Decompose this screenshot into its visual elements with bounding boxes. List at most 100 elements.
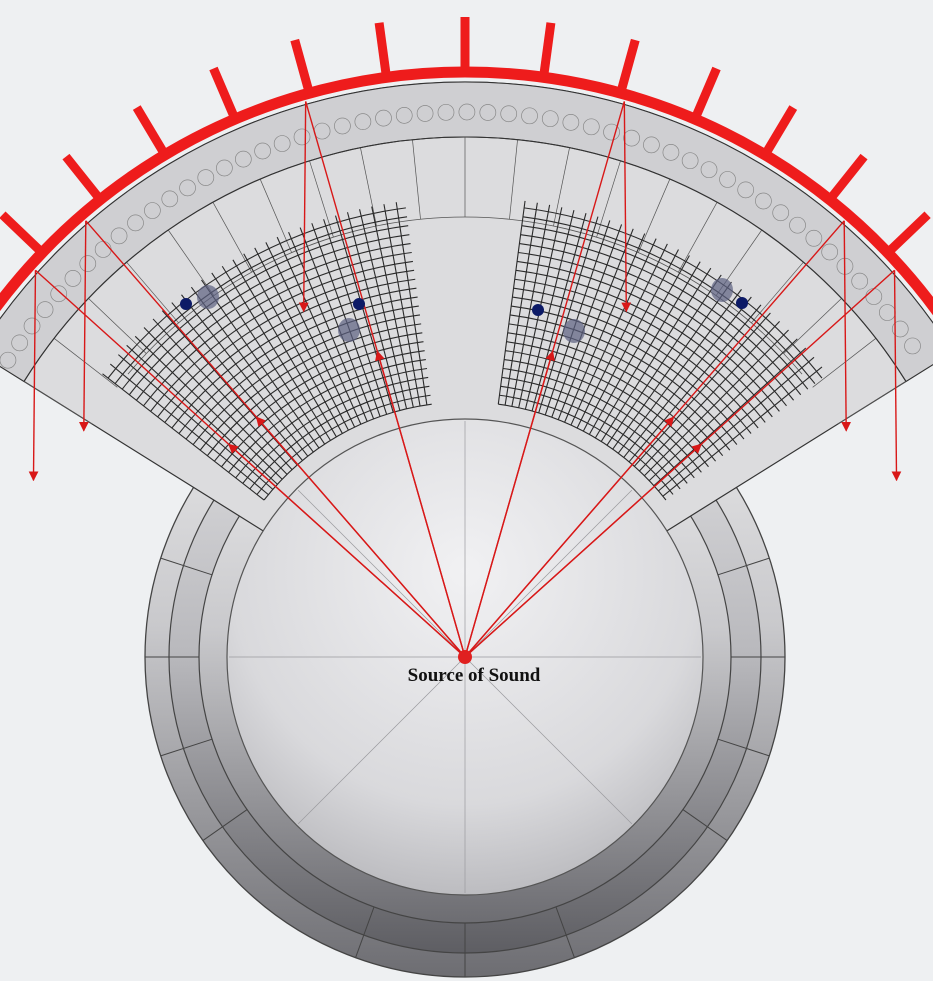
colonnade-ring bbox=[904, 337, 921, 355]
colonnade-ring bbox=[541, 110, 559, 128]
ray-reflected bbox=[891, 270, 902, 482]
gallery-line bbox=[837, 381, 907, 425]
seat-column bbox=[658, 356, 815, 492]
gallery-line bbox=[812, 338, 877, 388]
colonnade-ring bbox=[521, 107, 538, 125]
colonnade-ring bbox=[23, 317, 41, 335]
seat-column bbox=[395, 202, 428, 405]
seat-column bbox=[524, 209, 575, 410]
seat-column bbox=[254, 247, 349, 431]
colonnade-ring bbox=[375, 109, 392, 127]
listener-dot bbox=[736, 297, 748, 309]
seat-row bbox=[519, 243, 795, 401]
seat-column bbox=[265, 242, 356, 428]
seat-column bbox=[171, 302, 303, 461]
colonnade-ring bbox=[36, 301, 54, 318]
colonnade-ring bbox=[700, 161, 718, 179]
seat-column bbox=[594, 261, 701, 439]
reflector-fin bbox=[761, 105, 798, 158]
orchestra-spoke bbox=[297, 656, 466, 825]
seat-row bbox=[498, 403, 667, 501]
colonnade-ring bbox=[293, 128, 311, 146]
seat-row bbox=[520, 234, 802, 396]
seat-row bbox=[514, 278, 766, 423]
reflector bbox=[0, 17, 933, 316]
sound-source-dot bbox=[458, 650, 472, 664]
seat-row bbox=[256, 394, 431, 495]
seat-column bbox=[102, 373, 265, 501]
colonnade-ring bbox=[334, 117, 351, 135]
seat-row bbox=[121, 225, 409, 390]
seat-row bbox=[518, 251, 787, 407]
reflector-arc bbox=[0, 66, 933, 316]
ring-segment bbox=[160, 738, 213, 757]
seat-row bbox=[128, 234, 410, 396]
colonnade-ring bbox=[662, 144, 680, 161]
colonnade-ring bbox=[437, 103, 455, 121]
ray-arrow bbox=[375, 350, 466, 658]
head-silhouette-icon bbox=[338, 318, 360, 342]
seat-column bbox=[134, 335, 283, 480]
seat-column bbox=[551, 224, 623, 418]
seat-column bbox=[653, 347, 807, 487]
ray-arrow bbox=[255, 416, 466, 658]
seat-column bbox=[638, 321, 781, 472]
colonnade-ring bbox=[821, 243, 839, 261]
colonnade-ring bbox=[500, 105, 518, 123]
reflector-fin bbox=[0, 211, 46, 256]
ring-segment bbox=[717, 738, 770, 757]
ray-reflected bbox=[28, 270, 39, 482]
seat-column bbox=[181, 294, 309, 457]
colonnade-ring bbox=[772, 204, 790, 222]
seat-row bbox=[114, 216, 408, 384]
listener-dot bbox=[353, 298, 365, 310]
seat-column bbox=[662, 366, 823, 497]
ring-segment bbox=[717, 557, 770, 576]
seat-row bbox=[242, 376, 429, 484]
colonnade-ring bbox=[354, 113, 372, 131]
seat-row bbox=[143, 251, 412, 407]
colonnade-ring bbox=[681, 152, 699, 170]
colonnade-ring bbox=[416, 105, 434, 122]
seat-row bbox=[502, 367, 695, 479]
sound-rays bbox=[28, 101, 902, 658]
seat-column bbox=[538, 216, 599, 414]
gallery-line bbox=[23, 381, 93, 425]
orchestra-spokes bbox=[229, 421, 701, 893]
seat-column bbox=[371, 206, 414, 408]
seat-column bbox=[190, 286, 314, 453]
seat-row bbox=[157, 269, 415, 418]
colonnade-ring bbox=[234, 150, 252, 168]
seat-row bbox=[524, 207, 823, 379]
colonnade-ring bbox=[395, 107, 413, 124]
seat-column bbox=[617, 289, 742, 454]
head-silhouette-icon bbox=[563, 319, 585, 343]
colonnade-ring bbox=[179, 179, 196, 197]
reflector-fin bbox=[539, 22, 556, 78]
seat-column bbox=[211, 272, 326, 445]
ray-arrow bbox=[464, 443, 702, 658]
seat-row bbox=[164, 278, 416, 423]
seat-column bbox=[126, 344, 278, 485]
seat-column bbox=[606, 274, 722, 446]
seat-row bbox=[135, 243, 411, 401]
ring-segment bbox=[202, 809, 248, 841]
seat-column bbox=[564, 233, 646, 423]
seat-column bbox=[109, 363, 269, 496]
seat-column bbox=[628, 304, 762, 463]
seat-column bbox=[152, 318, 293, 470]
head-silhouette-icon bbox=[197, 285, 219, 309]
seat-column bbox=[232, 259, 337, 438]
orchestra-spoke bbox=[297, 489, 466, 658]
seat-column bbox=[544, 220, 611, 416]
colonnade-ring bbox=[623, 129, 640, 147]
seat-column bbox=[511, 204, 551, 407]
ring-segment bbox=[355, 906, 375, 958]
seat-column bbox=[623, 296, 752, 458]
seat-row bbox=[499, 394, 674, 495]
seat-row bbox=[107, 207, 406, 379]
seat-row bbox=[515, 269, 773, 418]
seat-column bbox=[612, 281, 732, 450]
seat-column bbox=[117, 354, 274, 490]
